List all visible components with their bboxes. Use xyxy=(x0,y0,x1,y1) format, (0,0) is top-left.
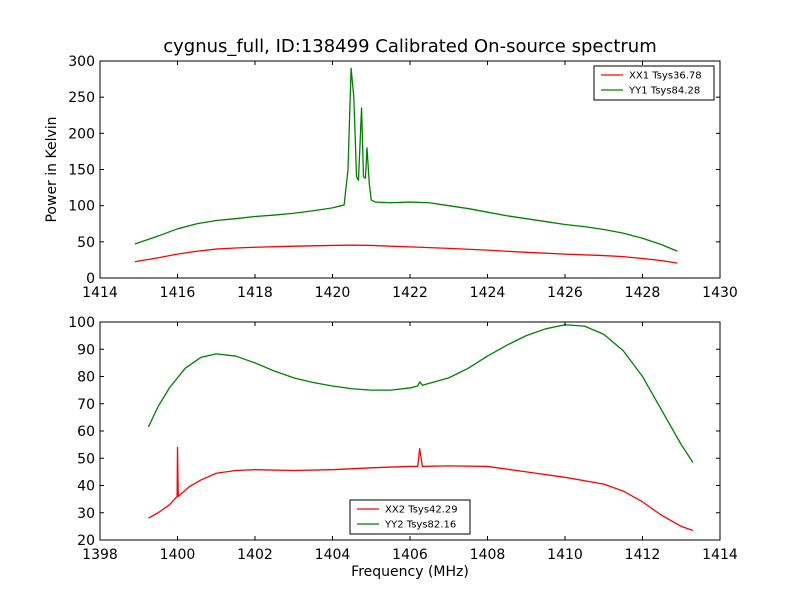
x-tick-label: 1422 xyxy=(392,285,428,301)
y-tick-label: 300 xyxy=(68,54,95,70)
x-tick-label: 1412 xyxy=(625,547,661,563)
series-line-2 xyxy=(134,67,678,252)
x-tick-label: 1416 xyxy=(160,285,196,301)
y-tick-label: 100 xyxy=(68,199,95,215)
y-tick-label: 0 xyxy=(86,271,95,287)
legend-box xyxy=(349,499,471,535)
y-tick-label: 50 xyxy=(77,235,95,251)
x-tick-label: 1408 xyxy=(470,547,506,563)
x-tick-label: 1426 xyxy=(547,285,583,301)
y-tick-label: 60 xyxy=(77,424,95,440)
series-line-1 xyxy=(134,244,678,264)
x-tick-label: 1414 xyxy=(82,285,118,301)
legend-label: XX2 Tsys42.29 xyxy=(385,505,458,516)
x-tick-label: 1410 xyxy=(547,547,583,563)
x-axis-label: Frequency (MHz) xyxy=(351,564,469,580)
legend-label: YY2 Tsys82.16 xyxy=(384,520,456,531)
legend-label: XX1 Tsys36.78 xyxy=(629,71,702,82)
series-line-2 xyxy=(147,324,694,463)
bottom-plot: 1398 1400 1402 1404 1406 1408 1410 1412 1414 20 30… xyxy=(68,315,738,580)
chart-title: cygnus_full, ID:138499 Calibrated On-sou… xyxy=(163,36,657,57)
x-tick-label: 1424 xyxy=(470,285,506,301)
x-tick-label: 1402 xyxy=(237,547,273,563)
y-tick-label: 250 xyxy=(68,90,95,106)
legend: XX2 Tsys42.29 YY2 Tsys82.16 xyxy=(349,499,471,535)
y-axis-label: Power in Kelvin xyxy=(44,116,60,222)
x-tick-label: 1418 xyxy=(237,285,273,301)
y-tick-label: 90 xyxy=(77,342,95,358)
x-tick-label: 1414 xyxy=(702,547,738,563)
x-tick-label: 1398 xyxy=(82,547,118,563)
x-tick-label: 1428 xyxy=(625,285,661,301)
y-tick-label: 40 xyxy=(77,479,95,495)
x-tick-label: 1404 xyxy=(315,547,351,563)
legend-box xyxy=(593,65,715,101)
series-line-1 xyxy=(148,446,694,532)
x-tick-label: 1430 xyxy=(702,285,738,301)
y-tick-label: 80 xyxy=(77,370,95,386)
legend: XX1 Tsys36.78 YY1 Tsys84.28 xyxy=(593,65,715,101)
x-tick-label: 1406 xyxy=(392,547,428,563)
y-tick-label: 20 xyxy=(77,533,95,549)
x-tick-label: 1400 xyxy=(160,547,196,563)
legend-label: YY1 Tsys84.28 xyxy=(628,86,700,97)
y-tick-label: 50 xyxy=(77,451,95,467)
y-tick-label: 150 xyxy=(68,163,95,179)
y-tick-label: 30 xyxy=(77,506,95,522)
x-tick-label: 1420 xyxy=(315,285,351,301)
y-tick-label: 70 xyxy=(77,397,95,413)
top-plot: 1414 1416 1418 1420 1422 1424 1426 1428 1430 0 50 1… xyxy=(44,54,738,301)
y-tick-label: 100 xyxy=(68,315,95,331)
y-tick-label: 200 xyxy=(68,126,95,142)
